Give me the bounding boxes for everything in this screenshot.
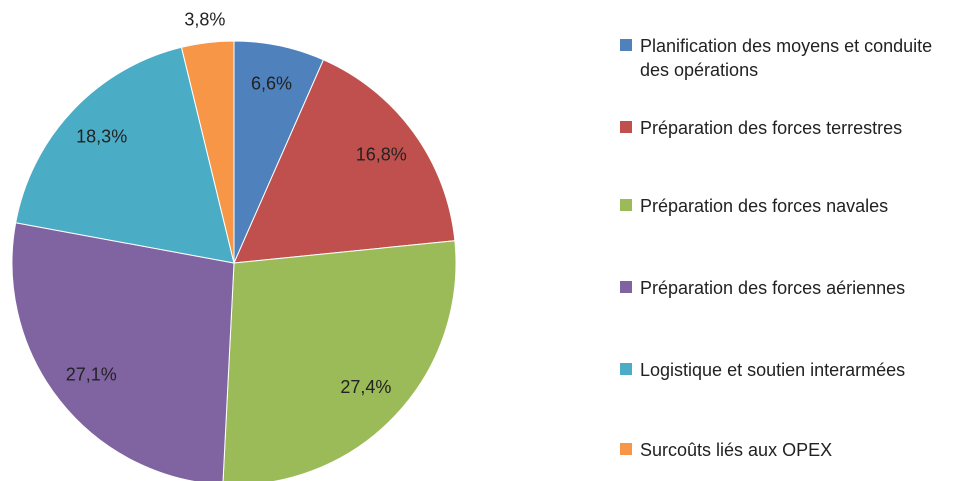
legend-item: Préparation des forces terrestres bbox=[620, 116, 950, 140]
legend-item: Surcoûts liés aux OPEX bbox=[620, 438, 950, 462]
legend-label: Surcoûts liés aux OPEX bbox=[640, 440, 833, 460]
pie-slice bbox=[180, 40, 235, 264]
data-label: 27,4% bbox=[340, 377, 391, 397]
pie-slice bbox=[233, 59, 456, 264]
data-label: 6,6% bbox=[251, 74, 292, 94]
legend-swatch bbox=[620, 443, 632, 455]
pie-slice bbox=[15, 46, 235, 264]
data-label: 3,8% bbox=[184, 9, 225, 29]
pie-slice bbox=[11, 222, 235, 481]
legend-label: Logistique et soutien interarmées bbox=[640, 360, 906, 380]
data-label: 16,8% bbox=[356, 145, 407, 165]
legend-swatch bbox=[620, 363, 632, 375]
legend-label: Préparation des forces terrestres bbox=[640, 118, 903, 138]
legend-item: Logistique et soutien interarmées bbox=[620, 358, 950, 382]
legend-swatch bbox=[620, 39, 632, 51]
legend-item: Préparation des forces navales bbox=[620, 194, 950, 218]
legend-item: Planification des moyens et conduite des… bbox=[620, 34, 950, 82]
pie-slice bbox=[222, 240, 457, 481]
legend-item: Préparation des forces aériennes bbox=[620, 276, 950, 300]
pie-area: 6,6% 16,8% 27,4% 27,1% 18,3% 3,8% bbox=[11, 9, 457, 481]
legend-label: Préparation des forces navales bbox=[640, 196, 889, 216]
data-label: 27,1% bbox=[66, 365, 117, 385]
legend-swatch bbox=[620, 199, 632, 211]
legend-swatch bbox=[620, 121, 632, 133]
legend-label: Planification des moyens et conduite des… bbox=[640, 36, 933, 80]
legend-swatch bbox=[620, 281, 632, 293]
data-label: 18,3% bbox=[76, 127, 127, 147]
legend-label: Préparation des forces aériennes bbox=[640, 278, 906, 298]
